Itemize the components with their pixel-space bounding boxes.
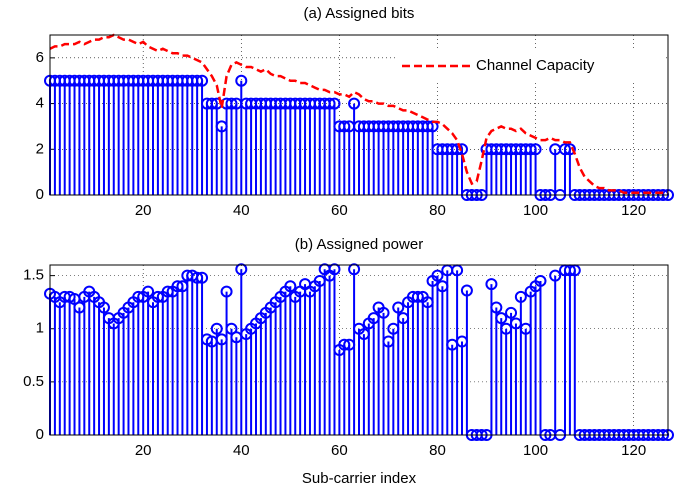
stem-marker (377, 306, 390, 319)
stem-marker (514, 290, 527, 303)
x-tick-label: 80 (429, 202, 446, 219)
stem-marker (235, 263, 248, 276)
stem-marker (534, 274, 547, 287)
x-tick-label: 100 (523, 442, 548, 459)
y-tick-label: 0.5 (23, 373, 44, 390)
stem-marker (328, 263, 341, 276)
x-tick-label: 120 (621, 202, 646, 219)
y-tick-label: 1 (36, 320, 44, 337)
stem-marker (431, 269, 444, 282)
stem-marker (284, 280, 297, 293)
legend-label: Channel Capacity (476, 57, 595, 74)
y-tick-label: 6 (36, 49, 44, 66)
stem-marker (328, 97, 341, 110)
y-tick-label: 1.5 (23, 267, 44, 284)
stem-marker (196, 74, 209, 87)
stem-marker (563, 143, 576, 156)
stem-marker (529, 143, 542, 156)
stem-marker (142, 285, 155, 298)
x-tick-label: 100 (523, 202, 548, 219)
series-line (49, 33, 668, 194)
x-tick-label: 120 (621, 442, 646, 459)
x-tick-label: 20 (135, 442, 152, 459)
stem-marker (456, 143, 468, 156)
y-tick-label: 0 (36, 186, 44, 203)
stem-marker (348, 97, 361, 110)
y-tick-label: 0 (36, 426, 44, 443)
stem-marker (392, 301, 405, 314)
stem-marker (460, 284, 473, 297)
stem-marker (505, 306, 518, 319)
stem-marker (490, 301, 503, 314)
stem-marker (210, 322, 223, 335)
stem-marker (196, 271, 209, 284)
stem-marker (549, 269, 562, 282)
x-tick-label: 40 (233, 202, 250, 219)
x-tick-label: 80 (429, 442, 446, 459)
stem-marker (485, 278, 498, 291)
y-tick-label: 4 (36, 95, 44, 112)
stem-marker (220, 285, 233, 298)
axes-frame (49, 264, 669, 436)
stem-marker (235, 74, 248, 87)
stem-marker (495, 312, 508, 325)
y-tick-label: 2 (36, 140, 44, 157)
x-tick-label: 20 (135, 202, 152, 219)
axes-frame (49, 34, 669, 196)
x-tick-label: 60 (331, 442, 348, 459)
x-axis-label: Sub-carrier index (302, 470, 417, 487)
x-tick-label: 60 (331, 202, 348, 219)
chart-title: (a) Assigned bits (304, 5, 415, 22)
stem-marker (97, 301, 110, 314)
stem-marker (225, 322, 238, 335)
x-tick-label: 40 (233, 442, 250, 459)
chart-title: (b) Assigned power (295, 236, 423, 253)
stem-marker (348, 263, 361, 276)
